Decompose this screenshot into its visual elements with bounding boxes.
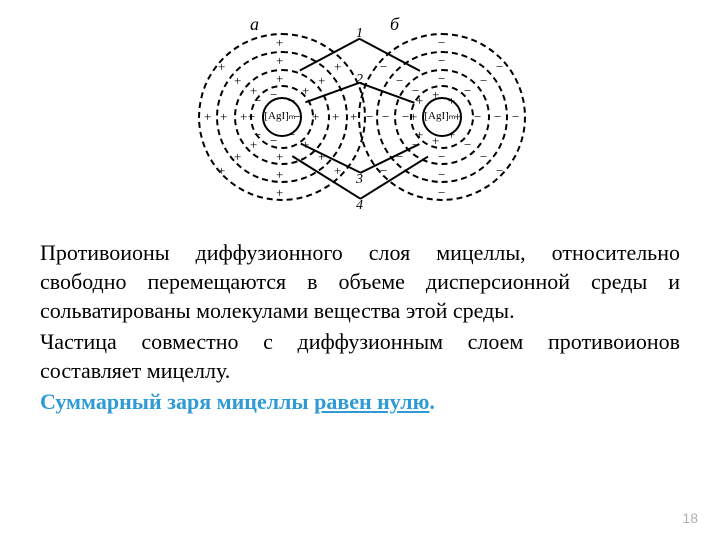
paragraph-2: Частица совместно с диффузионным слоем п… bbox=[40, 327, 680, 385]
ion-right-17: − bbox=[480, 74, 487, 87]
ion-right-25: − bbox=[496, 60, 503, 73]
ion-right-0: + bbox=[432, 88, 439, 101]
page-number: 18 bbox=[682, 510, 698, 526]
ion-left-6: − bbox=[248, 110, 255, 123]
body-text: Противоионы диффузионного слоя мицеллы, … bbox=[40, 238, 680, 418]
ion-left-24: + bbox=[276, 36, 283, 49]
ion-right-28: − bbox=[438, 186, 445, 199]
paragraph-1: Противоионы диффузионного слоя мицеллы, … bbox=[40, 238, 680, 325]
ion-left-14: + bbox=[240, 110, 247, 123]
ion-right-29: − bbox=[380, 164, 387, 177]
ion-left-12: + bbox=[276, 150, 283, 163]
ion-left-3: − bbox=[288, 128, 295, 141]
ion-left-23: + bbox=[234, 74, 241, 87]
ion-right-23: − bbox=[396, 74, 403, 87]
p3-part-b: равен нулю bbox=[314, 389, 429, 414]
ion-right-19: − bbox=[480, 150, 487, 163]
ion-left-1: − bbox=[288, 94, 295, 107]
ion-right-10: − bbox=[474, 110, 481, 123]
paragraph-3: Суммарный заря мицеллы равен нулю. bbox=[40, 387, 680, 416]
ion-left-8: + bbox=[276, 72, 283, 85]
ion-left-20: + bbox=[276, 168, 283, 181]
ion-left-30: + bbox=[204, 110, 211, 123]
ion-left-22: + bbox=[220, 110, 227, 123]
ion-right-20: − bbox=[438, 168, 445, 181]
ion-right-8: − bbox=[438, 72, 445, 85]
ion-left-2: − bbox=[294, 110, 301, 123]
ion-right-27: − bbox=[496, 164, 503, 177]
p3-part-c: . bbox=[429, 389, 435, 414]
ion-right-1: + bbox=[448, 94, 455, 107]
ion-left-29: + bbox=[218, 164, 225, 177]
ion-left-9: + bbox=[302, 84, 309, 97]
ion-left-25: + bbox=[334, 60, 341, 73]
ion-left-17: + bbox=[318, 74, 325, 87]
ion-right-24: − bbox=[438, 36, 445, 49]
ion-left-13: + bbox=[250, 138, 257, 151]
ion-right-14: − bbox=[402, 110, 409, 123]
ion-right-9: − bbox=[464, 84, 471, 97]
ion-left-31: + bbox=[218, 60, 225, 73]
ion-left-27: + bbox=[334, 164, 341, 177]
ion-right-15: − bbox=[412, 84, 419, 97]
micelle-diagram: аб[AgI]ₘ−−−−−−−−++++++++++++++++++++++++… bbox=[210, 10, 510, 210]
ion-right-18: − bbox=[494, 110, 501, 123]
ion-left-21: + bbox=[234, 150, 241, 163]
ion-right-6: + bbox=[410, 110, 417, 123]
ion-right-16: − bbox=[438, 54, 445, 67]
core-label-left: [AgI]ₘ bbox=[262, 109, 298, 122]
panel-label-a: а bbox=[250, 14, 259, 35]
ion-left-26: + bbox=[350, 110, 357, 123]
ion-right-3: + bbox=[448, 128, 455, 141]
ion-right-2: + bbox=[454, 110, 461, 123]
ion-right-26: − bbox=[512, 110, 519, 123]
callout-4: 4 bbox=[356, 198, 363, 214]
callout-1: 1 bbox=[356, 26, 363, 42]
ion-left-28: + bbox=[276, 186, 283, 199]
ion-left-4: − bbox=[270, 134, 277, 147]
ion-left-16: + bbox=[276, 54, 283, 67]
ion-left-18: + bbox=[332, 110, 339, 123]
ion-left-15: + bbox=[250, 84, 257, 97]
ion-right-12: − bbox=[438, 150, 445, 163]
callout-3: 3 bbox=[356, 172, 363, 188]
core-label-right: [AgI]ₘ bbox=[422, 109, 458, 122]
ion-right-22: − bbox=[382, 110, 389, 123]
ion-right-4: + bbox=[432, 134, 439, 147]
ion-right-11: − bbox=[464, 138, 471, 151]
p3-part-a: Суммарный заря мицеллы bbox=[40, 389, 314, 414]
ion-left-10: + bbox=[312, 110, 319, 123]
ion-left-0: − bbox=[270, 88, 277, 101]
ion-right-31: − bbox=[380, 60, 387, 73]
panel-label-b: б bbox=[390, 14, 399, 35]
callout-2: 2 bbox=[356, 72, 363, 88]
ion-right-30: − bbox=[366, 110, 373, 123]
